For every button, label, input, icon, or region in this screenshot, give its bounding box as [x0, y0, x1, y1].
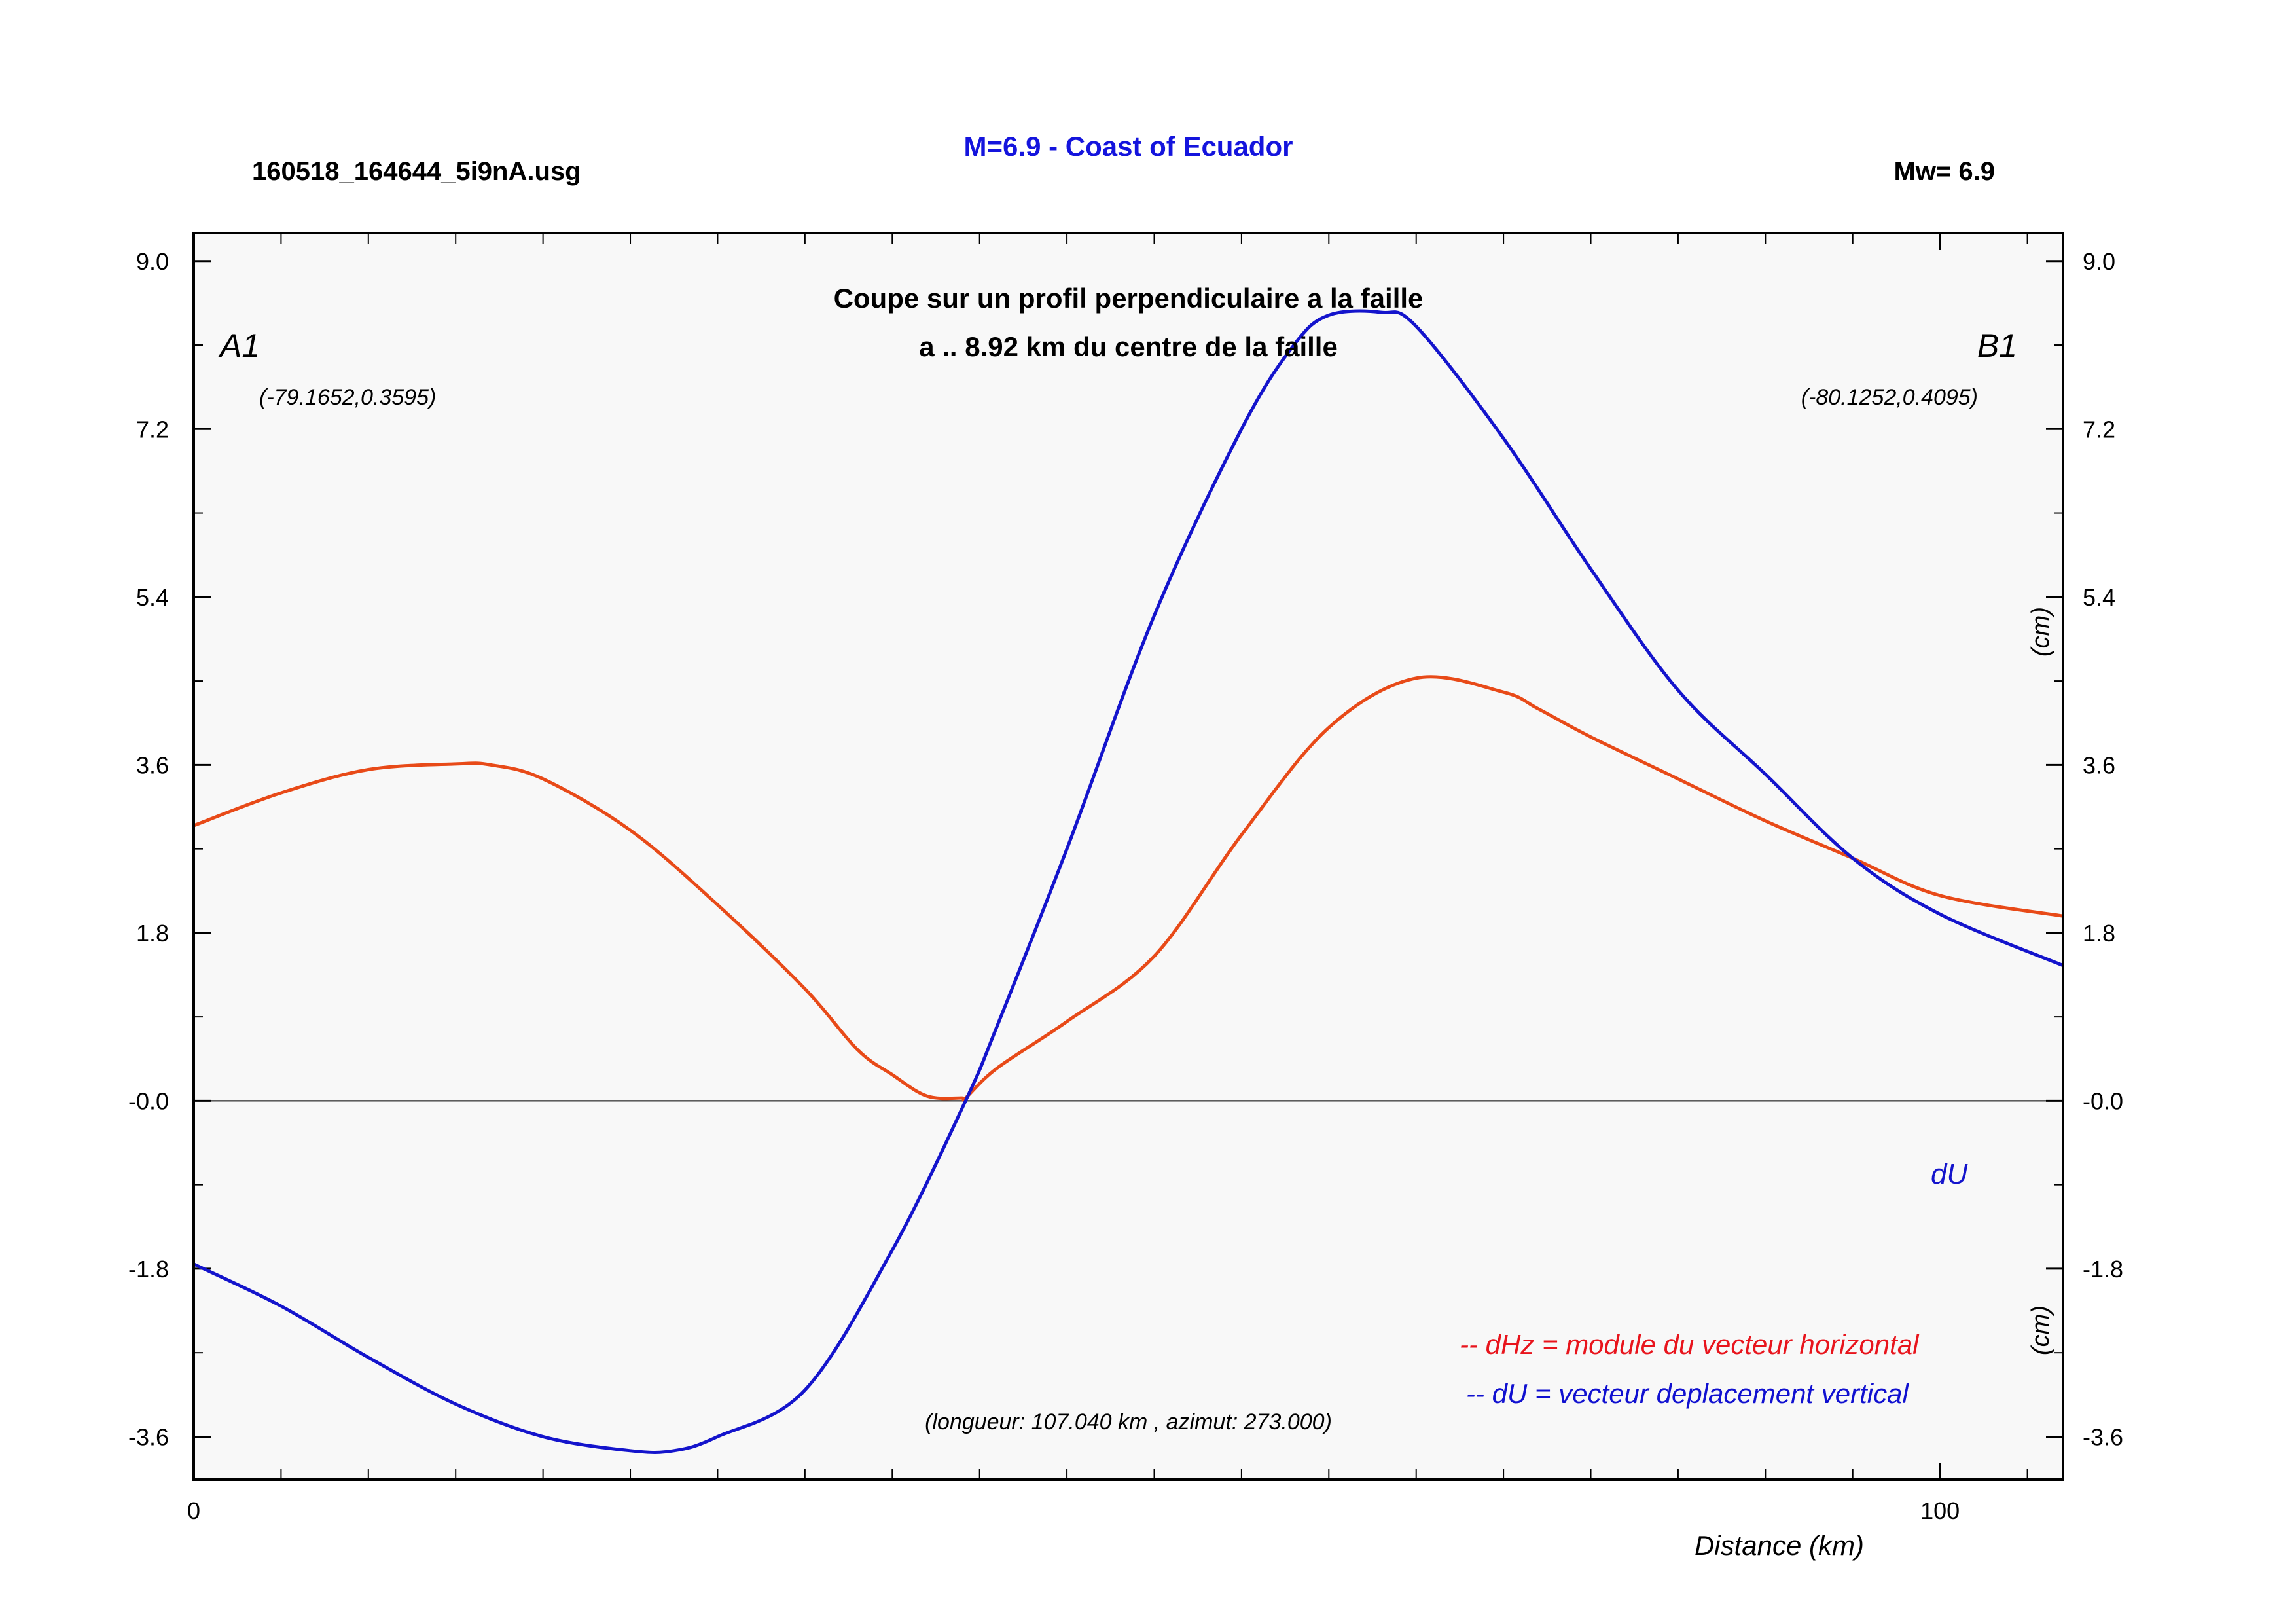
y-tick-label-right: 3.6	[2083, 752, 2115, 778]
du-label: dU	[1931, 1158, 1967, 1190]
point-b-coords: (-80.1252,0.4095)	[1801, 385, 1978, 410]
legend-dhz: -- dHz = module du vecteur horizontal	[1460, 1329, 1920, 1360]
series-line-dhz	[193, 675, 2064, 1103]
point-a-coords: (-79.1652,0.3595)	[259, 385, 436, 410]
y-tick-label-left: -0.0	[128, 1087, 169, 1114]
series-line-du	[192, 309, 2064, 1454]
y-tick-label-right: 5.4	[2083, 584, 2115, 611]
y-tick-label-right: -1.8	[2083, 1256, 2123, 1283]
plot-background	[194, 233, 2063, 1480]
profile-subtitle-line1: Coupe sur un profil perpendiculaire a la…	[834, 283, 1424, 314]
y-tick-label-left: -1.8	[128, 1256, 169, 1283]
y-tick-label-right: -0.0	[2083, 1087, 2123, 1114]
series-group	[192, 309, 2064, 1454]
axes-group: -3.6 -3.6 -1.8 -1.8 -0.0 -0.0 1.8 1.8 3.6 3.6 5.4 5…	[128, 233, 2123, 1524]
y-tick-label-right: 7.2	[2083, 416, 2115, 443]
magnitude-label: Mw= 6.9	[1893, 157, 1995, 186]
y-tick-label-right: 9.0	[2083, 248, 2115, 275]
y-tick-label-left: 9.0	[136, 248, 169, 275]
y-tick-label-right: -3.6	[2083, 1423, 2123, 1450]
y-tick-label-left: 5.4	[136, 584, 169, 611]
profile-info: (longueur: 107.040 km , azimut: 273.000)	[925, 1410, 1332, 1434]
point-a-label: A1	[218, 327, 260, 364]
x-axis-label: Distance (km)	[1695, 1530, 1864, 1561]
y-tick-label-right: 1.8	[2083, 920, 2115, 947]
chart-title: M=6.9 - Coast of Ecuador	[964, 131, 1293, 162]
y-tick-label-left: -3.6	[128, 1423, 169, 1450]
legend-du: -- dU = vecteur deplacement vertical	[1466, 1378, 1909, 1409]
y-tick-label-left: 7.2	[136, 416, 169, 443]
y-axis-unit-label-upper: (cm)	[2027, 607, 2054, 657]
y-tick-label-left: 1.8	[136, 920, 169, 947]
y-axis-unit-label-lower: (cm)	[2027, 1305, 2054, 1355]
y-tick-label-left: 3.6	[136, 752, 169, 778]
x-tick-label: 100	[1920, 1497, 1960, 1524]
file-label: 160518_164644_5i9nA.usg	[252, 157, 581, 186]
plot-frame	[192, 232, 2064, 1481]
x-tick-label: 0	[187, 1497, 200, 1524]
profile-subtitle-line2: a .. 8.92 km du centre de la faille	[919, 331, 1338, 362]
point-b-label: B1	[1977, 327, 2017, 364]
